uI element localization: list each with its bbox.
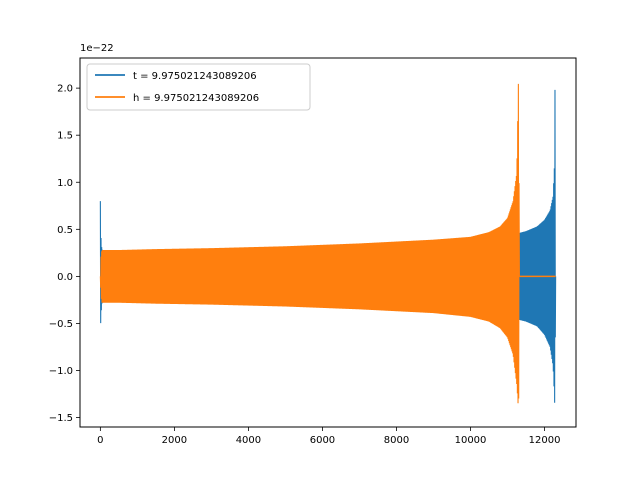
y-tick-label: 0.5 xyxy=(57,225,73,236)
y-tick-label: 0.0 xyxy=(57,272,73,283)
plot-area xyxy=(99,83,557,404)
x-tick-label: 6000 xyxy=(310,435,335,446)
y-offset-label: 1e−22 xyxy=(80,43,114,54)
y-axis: −1.5 −1.0 −0.5 0.0 0.5 1.0 1.5 2.0 xyxy=(49,84,80,424)
x-tick-label: 8000 xyxy=(384,435,409,446)
x-tick-label: 10000 xyxy=(455,435,487,446)
y-tick-label: 1.0 xyxy=(57,178,73,189)
x-tick-label: 0 xyxy=(97,435,103,446)
legend-label-h: h = 9.975021243089206 xyxy=(133,93,259,104)
axes-frame xyxy=(79,57,577,428)
x-tick-label: 4000 xyxy=(236,435,261,446)
y-tick-label: −0.5 xyxy=(49,319,73,330)
legend: t = 9.975021243089206 h = 9.975021243089… xyxy=(86,63,311,111)
y-tick-label: −1.5 xyxy=(49,413,73,424)
legend-box xyxy=(86,63,311,111)
x-tick-label: 2000 xyxy=(162,435,187,446)
y-tick-label: 2.0 xyxy=(57,84,73,95)
series-line-h xyxy=(99,83,520,404)
x-tick-label: 12000 xyxy=(529,435,561,446)
x-axis: 0 2000 4000 6000 8000 10000 12000 xyxy=(97,427,560,446)
y-tick-label: 1.5 xyxy=(57,131,73,142)
y-tick-label: −1.0 xyxy=(49,366,73,377)
legend-label-t: t = 9.975021243089206 xyxy=(133,71,257,82)
